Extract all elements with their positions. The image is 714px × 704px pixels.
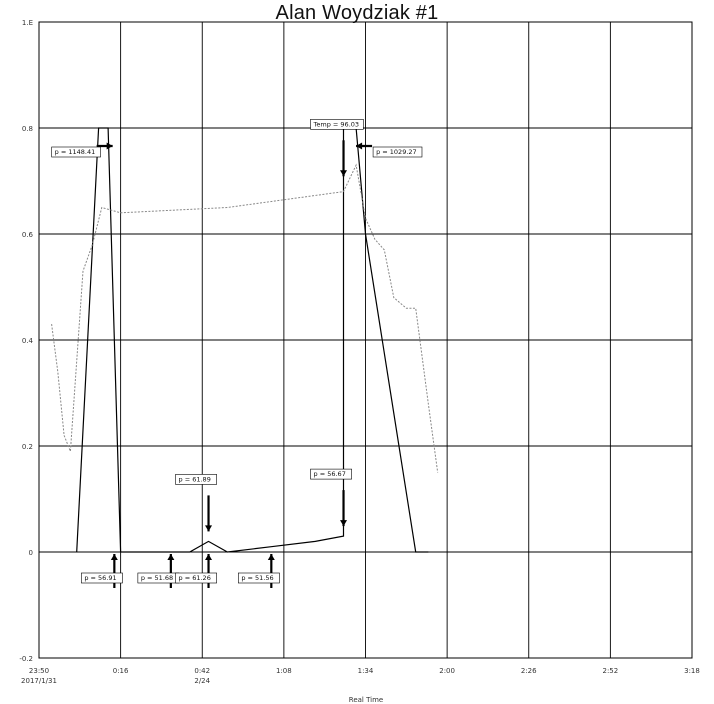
y-tick-label: 0.2 xyxy=(22,443,33,451)
annotation-arrowhead xyxy=(106,142,113,150)
y-tick-label: 0.8 xyxy=(22,125,33,133)
annotation-label: Temp = 96.03 xyxy=(313,120,360,128)
y-tick-label: -0.2 xyxy=(19,655,33,663)
annotation-box xyxy=(175,474,217,485)
annotation-arrowhead xyxy=(340,170,348,177)
annotation-box xyxy=(51,146,101,158)
y-tick-label: 0.4 xyxy=(22,337,34,345)
annotation-box xyxy=(310,468,352,480)
x-tick-sublabel: 2/24 xyxy=(194,677,210,685)
x-tick-label: 2:26 xyxy=(521,667,537,675)
x-tick-label: 2:52 xyxy=(603,667,619,675)
annotation-arrowhead xyxy=(110,554,118,560)
annotation-label: p = 56.67 xyxy=(314,470,346,478)
x-axis-label: Real Time xyxy=(349,696,383,704)
x-tick-label: 1:08 xyxy=(276,667,292,675)
annotation-box xyxy=(175,572,217,584)
annotations: p = 1148.41 Temp = 96.03 p = 1029.27 p = 56… xyxy=(51,119,423,588)
annotation-box xyxy=(81,572,123,584)
annotation-label: p = 1148.41 xyxy=(55,148,96,156)
annotation-label: p = 56.91 xyxy=(84,574,116,582)
grid-lines xyxy=(38,21,693,659)
series-line-1 xyxy=(76,127,429,553)
annotation-arrowhead xyxy=(205,554,213,560)
annotation-label: p = 51.68 xyxy=(141,574,173,582)
annotation-arrowhead xyxy=(356,142,363,150)
annotation-arrowhead xyxy=(205,525,213,532)
y-tick-label: 0 xyxy=(29,549,33,557)
x-tick-sublabel: 2017/1/31 xyxy=(21,677,57,685)
x-tick-label: 1:34 xyxy=(358,667,374,675)
annotation-box xyxy=(238,572,280,584)
annotation-label: p = 61.89 xyxy=(179,475,211,483)
y-tick-label: 1.E xyxy=(22,19,33,27)
y-tick-label: 0.6 xyxy=(22,231,34,239)
series-lines xyxy=(51,127,439,553)
x-tick-label: 2:00 xyxy=(439,667,455,675)
annotation-arrowhead xyxy=(340,520,348,527)
x-tick-labels: 23:50 2017/1/31 0:16 0:42 2/24 1:08 1:34 2:00 2:… xyxy=(21,667,700,685)
x-tick-label: 3:18 xyxy=(684,667,700,675)
y-tick-labels: 1.E 0.8 0.6 0.4 0.2 0 -0.2 xyxy=(19,19,33,663)
chart-title: Alan Woydziak #1 xyxy=(275,2,439,24)
x-tick-label: 0:16 xyxy=(113,667,129,675)
annotation-arrowhead xyxy=(167,554,175,560)
annotation-label: p = 1029.27 xyxy=(376,148,417,156)
annotation-box xyxy=(310,119,364,130)
annotation-arrowhead xyxy=(267,554,275,560)
annotation-box xyxy=(372,146,423,158)
x-tick-label: 0:42 xyxy=(194,667,210,675)
annotation-label: p = 61.26 xyxy=(179,574,211,582)
x-tick-label: 23:50 xyxy=(29,667,49,675)
series-line-2 xyxy=(51,163,439,473)
annotation-label: p = 51.56 xyxy=(241,574,273,582)
